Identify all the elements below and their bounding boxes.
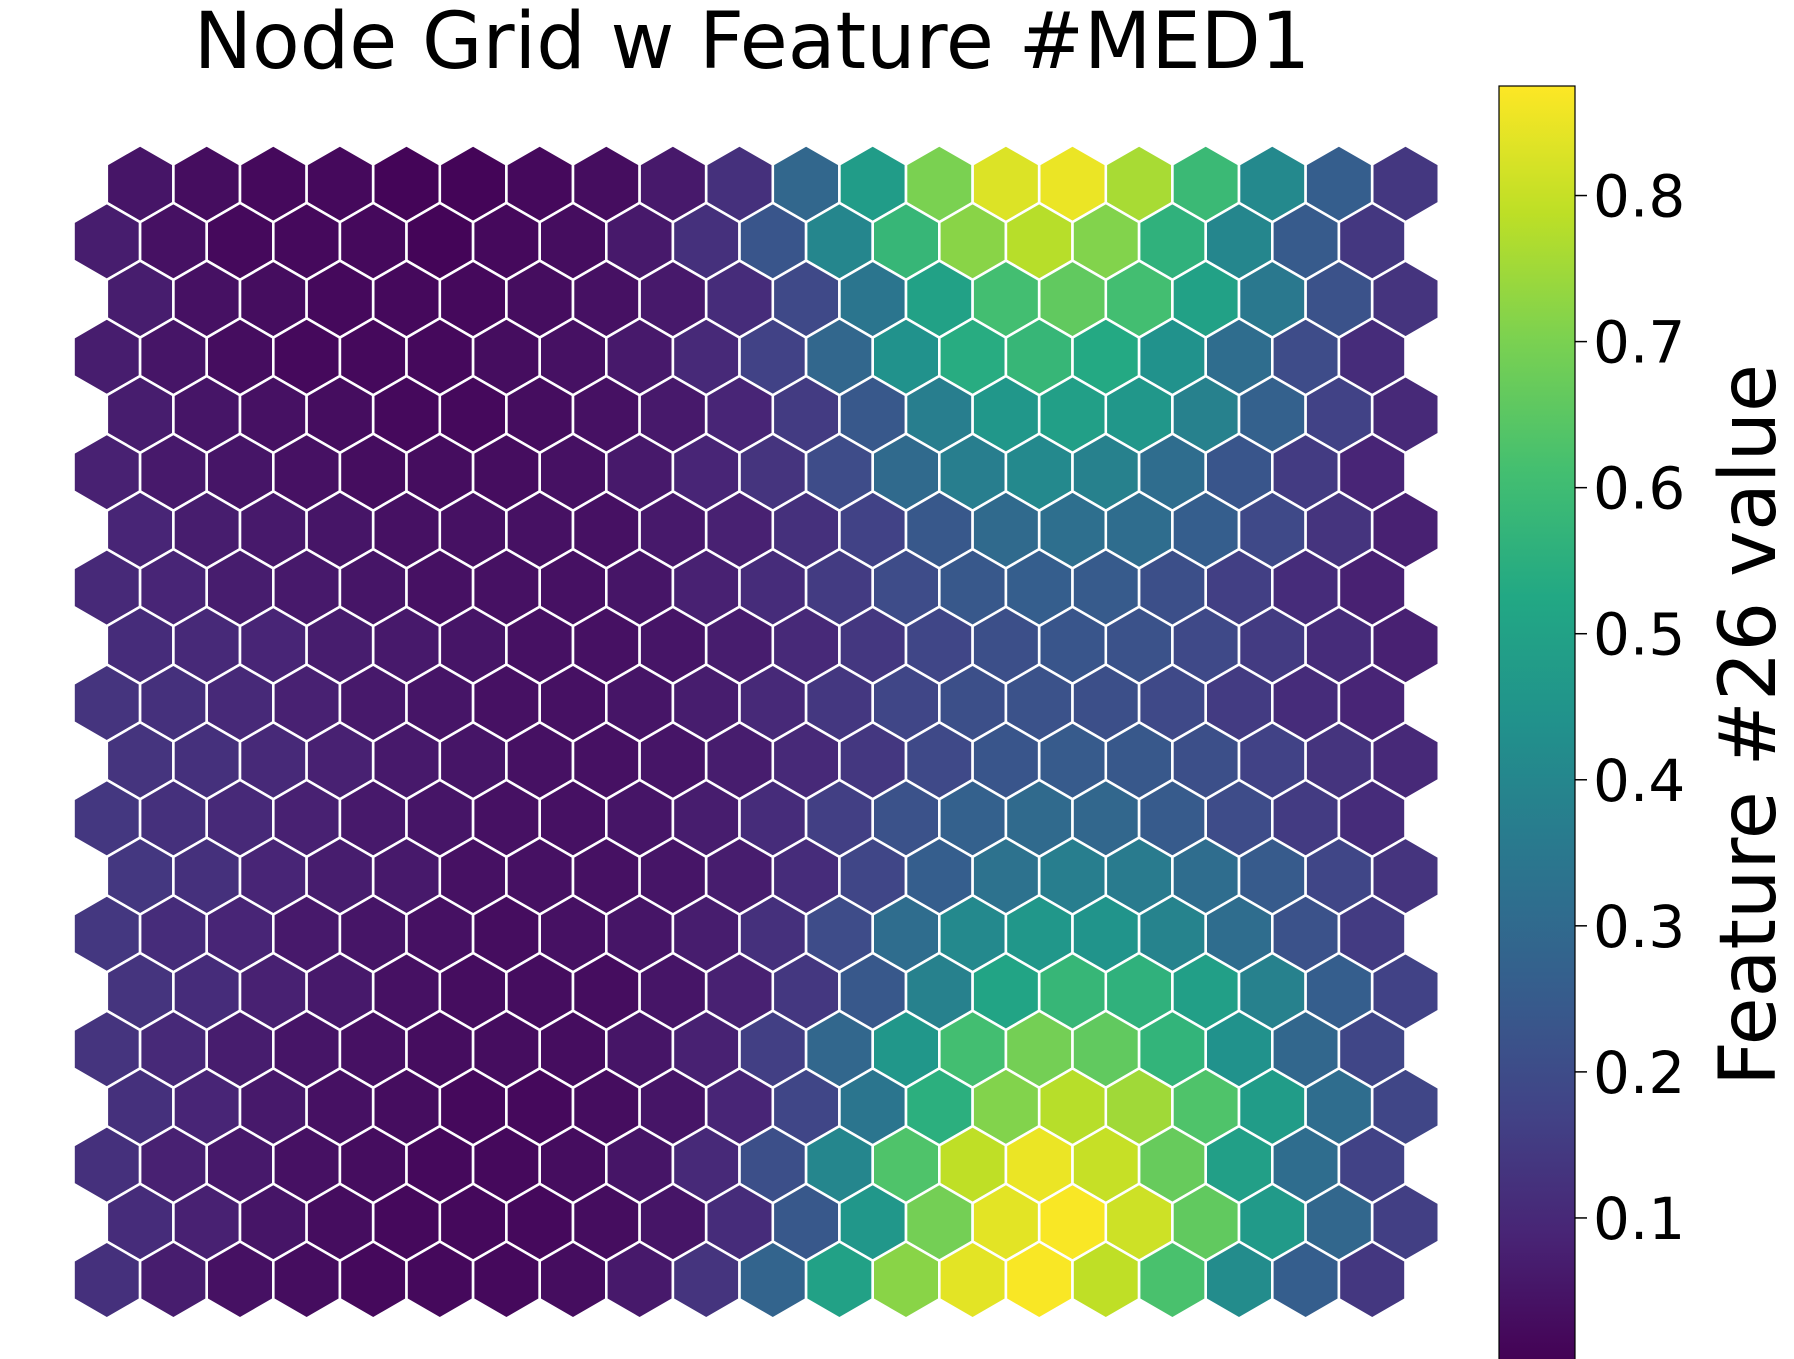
colorbar-label: Feature #26 value [1704,364,1794,1086]
colorbar-tick-label: 0.8 [1593,163,1685,231]
hex-grid [72,143,1441,1321]
colorbar-tick-label: 0.1 [1593,1185,1685,1253]
colorbar-ticks: 0.1 0.2 0.3 0.4 0.5 0.6 0.7 0.8 [1575,163,1685,1253]
colorbar-tick-label: 0.7 [1593,309,1685,377]
colorbar-tick-label: 0.3 [1593,893,1685,961]
colorbar-tick-label: 0.5 [1593,601,1685,669]
colorbar-tick-label: 0.4 [1593,747,1685,815]
colorbar [1498,85,1576,1359]
chart-title: Node Grid w Feature #MED1 [194,0,1311,87]
hex-cell [1337,1239,1407,1321]
colorbar-tick-label: 0.6 [1593,455,1685,523]
colorbar-tick-label: 0.2 [1593,1039,1685,1107]
